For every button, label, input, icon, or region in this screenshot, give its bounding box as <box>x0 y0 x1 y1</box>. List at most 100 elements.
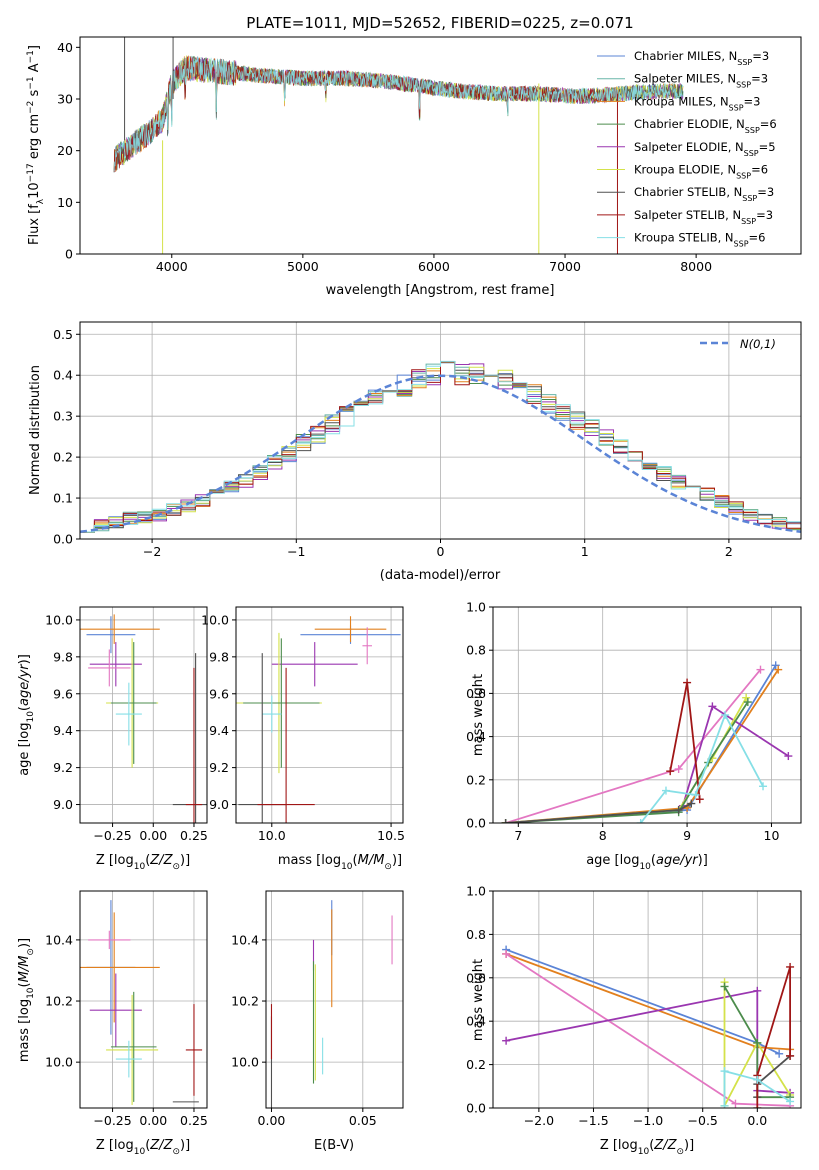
y-tick-label: 0.0 <box>53 532 73 547</box>
plus-marker <box>753 1038 762 1047</box>
plus-marker <box>691 790 700 799</box>
x-tick-label: −0.5 <box>688 1113 718 1128</box>
y-tick-label: 9.6 <box>53 686 73 701</box>
plus-marker <box>786 1097 795 1106</box>
y-tick-label: 9.8 <box>53 649 73 664</box>
mass-vs-metallicity-panel: −0.25 0.00 0.25 10.0 10.2 10.4 Z [log10(Z/Z⊙)… <box>17 890 208 1157</box>
gaussian-curve <box>80 374 801 534</box>
plus-marker <box>742 693 751 702</box>
legend-entry: Chabrier MILES, NSSP=3 <box>634 49 769 67</box>
x-tick-label: 0.00 <box>139 1113 167 1128</box>
errorbar-point <box>86 616 136 654</box>
x-tick-label: −1 <box>287 544 305 559</box>
y-tick-label: 30 <box>57 92 73 107</box>
y-tick-label: 1.0 <box>466 600 486 615</box>
plus-marker <box>674 806 683 815</box>
spectrum-series-line <box>113 57 684 172</box>
plus-marker <box>786 962 795 971</box>
x-tick-label: 0.25 <box>180 828 208 843</box>
plus-marker <box>720 1067 729 1076</box>
residuals-xlabel: (data-model)/error <box>380 568 501 583</box>
y-tick-label: 0.4 <box>53 368 73 383</box>
y-tick-label: 9.8 <box>209 649 229 664</box>
y-tick-label: 10.0 <box>231 1055 259 1070</box>
errorbar-point <box>185 1004 203 1096</box>
y-tick-label: 9.0 <box>209 797 229 812</box>
y-tick-label: 9.4 <box>209 723 229 738</box>
errorbar-point <box>185 667 203 823</box>
errorbar-point <box>271 642 358 687</box>
histogram-step <box>80 361 801 539</box>
y-tick-label: 0 <box>65 247 73 262</box>
plus-marker <box>661 786 670 795</box>
y-tick-label: 0.6 <box>466 970 486 985</box>
x-tick-label: 7000 <box>549 259 581 274</box>
x-tick-label: 10.5 <box>377 828 405 843</box>
legend-entry: Kroupa MILES, NSSP=3 <box>634 94 760 112</box>
y-tick-label: 10.2 <box>45 994 73 1009</box>
x-tick-label: 8000 <box>680 259 712 274</box>
y-tick-label: 9.4 <box>53 723 73 738</box>
y-tick-label: 0.3 <box>53 409 73 424</box>
errorbar-point <box>257 667 315 823</box>
plus-marker <box>666 767 675 776</box>
y-tick-label: 0.1 <box>53 491 73 506</box>
legend-entry: Kroupa ELODIE, NSSP=6 <box>634 163 768 181</box>
y-tick-label: 40 <box>57 40 73 55</box>
plus-marker <box>708 702 717 711</box>
spectrum-legend: Chabrier MILES, NSSP=3 Salpeter MILES, NS… <box>597 49 777 248</box>
spectrum-title: PLATE=1011, MJD=52652, FIBERID=0225, z=0… <box>246 14 633 32</box>
mass-vs-extinction-panel: 0.00 0.05 10.0 10.2 10.4 E(B-V) <box>231 890 404 1153</box>
errorbar-point <box>110 642 157 764</box>
y-tick-label: 9.6 <box>209 686 229 701</box>
x-tick-label: 9 <box>683 828 691 843</box>
mass-weight-line <box>505 701 749 823</box>
y-tick-label: 0.0 <box>466 816 486 831</box>
spectrum-series-line <box>113 57 684 172</box>
age-vs-mass-axes-frame <box>235 606 404 824</box>
errorbar-point <box>115 682 142 746</box>
histogram-step <box>80 361 801 539</box>
mass-vs-metallicity-ylabel: mass [log10(M/M⊙)] <box>17 938 36 1062</box>
plus-marker <box>720 1101 729 1108</box>
mass-weight-vs-age-xlabel: age [log10(age/yr)] <box>586 853 708 872</box>
mass-weight-line <box>756 966 791 1108</box>
plus-marker <box>753 986 762 995</box>
y-tick-label: 1.0 <box>466 884 486 899</box>
mass-vs-extinction-axes-frame <box>265 890 404 1109</box>
mass-weight-line <box>505 948 780 1055</box>
plus-marker <box>683 678 692 687</box>
mass-weight-line <box>639 712 764 823</box>
spectrum-xlabel: wavelength [Angstrom, rest frame] <box>326 283 555 298</box>
x-tick-label: 10 <box>764 828 780 843</box>
legend-entry: Salpeter MILES, NSSP=3 <box>634 72 768 90</box>
legend-entry: Salpeter ELODIE, NSSP=5 <box>634 140 776 158</box>
spectrum-panel: PLATE=1011, MJD=52652, FIBERID=0225, z=0… <box>26 14 802 298</box>
errorbar-point <box>362 627 372 665</box>
y-tick-label: 9.2 <box>209 760 229 775</box>
plus-marker <box>502 949 511 958</box>
errorbar-point <box>314 616 387 643</box>
age-vs-metallicity-panel: −0.25 0.00 0.25 9.0 9.2 9.4 9.6 9.8 10.0 Z [log1… <box>17 606 208 872</box>
y-tick-label: 20 <box>57 143 73 158</box>
y-tick-label: 9.2 <box>53 760 73 775</box>
errorbar-point <box>106 994 159 1105</box>
x-tick-label: 0.00 <box>139 828 167 843</box>
x-tick-label: 0.00 <box>258 1113 286 1128</box>
y-tick-label: 0.6 <box>466 686 486 701</box>
y-tick-label: 0.0 <box>466 1101 486 1116</box>
plus-marker <box>743 698 752 707</box>
spectrum-axes-frame <box>79 36 802 255</box>
mass-vs-extinction-xlabel: E(B-V) <box>314 1138 354 1153</box>
x-tick-label: 0.25 <box>180 1113 208 1128</box>
x-tick-label: 0 <box>437 544 445 559</box>
plus-marker <box>502 1036 511 1045</box>
errorbar-point <box>110 991 157 1102</box>
plus-marker <box>784 752 793 761</box>
x-tick-label: 7 <box>514 828 522 843</box>
mass-weight-vs-age-ylabel: mass weight <box>471 674 486 756</box>
x-tick-label: −0.25 <box>93 828 131 843</box>
errorbar-point <box>80 912 160 1023</box>
plus-marker <box>786 1051 795 1060</box>
